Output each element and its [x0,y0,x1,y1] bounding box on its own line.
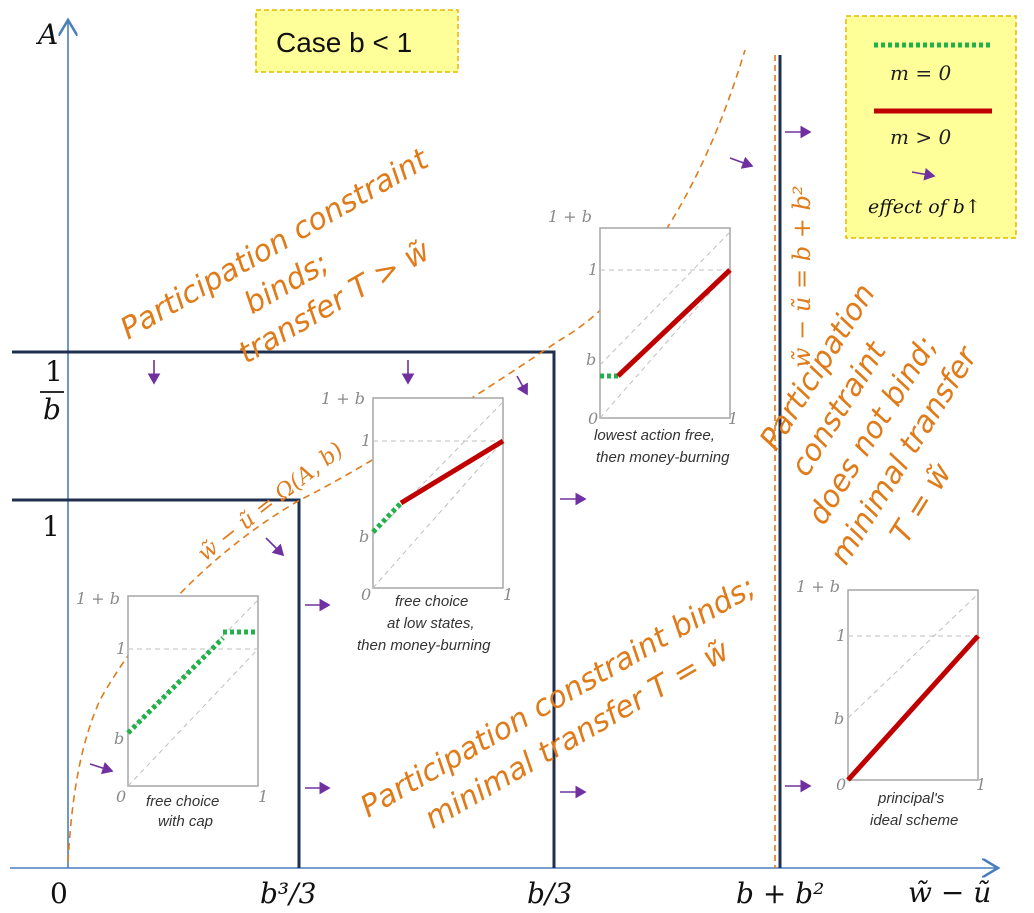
inset-tick-one: 1 [361,431,371,450]
region-text-right: Participation constraint does not bind; … [753,278,985,571]
inset-caption-line: free choice [395,593,468,610]
inset-tick-b: b [359,527,369,546]
inset-tick-b: b [586,350,596,369]
inset-frame [599,227,731,419]
inset-tick-x-one: 1 [258,787,268,806]
inset-caption-line: ideal scheme [870,812,958,829]
inset-free-choice-with-cap: 1 + b 1 b 0 1 free choice with cap [76,589,268,830]
case-label: Case b < 1 [276,27,412,58]
inset-frame [372,397,504,589]
inset-tick-zero: 0 [116,787,126,806]
inset-frame [847,589,979,781]
inset-green-segment [126,636,225,735]
region-boundary-outer [12,350,556,868]
y-tick-inv-b-denominator: b [43,393,61,426]
inset-tick-b: b [114,729,124,748]
legend-box [845,15,1017,239]
inset-tick-x-one: 1 [728,409,738,428]
x-axis-label: w̃ − ũ [908,876,991,909]
region-text-top-left: Participation constraint binds; transfer… [115,141,437,371]
inset-tick-zero: 0 [361,585,371,604]
legend-green-label: m = 0 [890,61,951,85]
inset-diagonal-lower [372,440,504,589]
region-text-bottom: Participation constraint binds; minimal … [355,570,762,837]
inset-frame [127,595,259,787]
inset-caption-line: then money-burning [357,637,491,654]
region-boundary-inner [12,498,301,868]
inset-principal-ideal-scheme: 1 + b 1 b 0 1 principal's ideal scheme [796,577,986,829]
effect-arrows [89,125,812,799]
inset-red-segment [846,634,980,782]
y-tick-one: 1 [42,510,60,543]
inset-diagonal-upper [847,593,979,719]
effect-arrow [516,375,528,396]
inset-tick-zero: 0 [588,409,598,428]
inset-tick-x-one: 1 [976,775,986,794]
inset-tick-top: 1 + b [321,389,365,408]
legend-red-label: m > 0 [890,125,951,149]
inset-caption-line: free choice [146,793,219,810]
y-axis-label: A [35,18,58,51]
inset-diagonal-upper [599,231,731,366]
effect-arrow [729,156,754,169]
inset-tick-one: 1 [116,639,126,658]
inset-caption-line: at low states, [387,615,475,632]
legend: m = 0 m > 0 effect of b↑ [845,15,1017,239]
inset-diagonal-lower [599,269,731,419]
effect-arrow [265,537,285,557]
vertical-line-label: w̃ − ũ = b + b² [788,186,816,368]
inset-tick-top: 1 + b [76,589,120,608]
inset-tick-one: 1 [588,260,598,279]
inset-caption-line: principal's [877,790,945,807]
inset-tick-x-one: 1 [503,585,513,604]
inset-caption-line: lowest action free, [594,427,715,444]
inset-lowest-action-free: 1 + b 1 b 0 1 lowest action free, then m… [548,207,738,466]
x-tick-zero: 0 [50,877,68,910]
inset-tick-one: 1 [836,626,846,645]
legend-arrow-label: effect of b↑ [868,196,981,218]
inset-caption-line: then money-burning [596,449,730,466]
inset-diagonal-lower [127,648,259,787]
inset-free-choice-low-states: 1 + b 1 b 0 1 free choice at low states,… [321,389,513,654]
curve-label: w̃ − ũ = Ω(A, b) [193,438,348,567]
case-box [255,9,459,73]
inset-tick-top: 1 + b [796,577,840,596]
inset-red-segment [616,268,732,378]
x-tick-b-plus-b2: b + b² [736,877,824,910]
inset-caption-line: with cap [158,813,213,830]
x-tick-b-over-3: b/3 [527,877,572,910]
inset-tick-zero: 0 [836,775,846,794]
inset-tick-b: b [834,709,844,728]
inset-red-segment [399,438,505,506]
x-tick-b3-over-3: b³/3 [260,877,316,910]
legend-arrow-swatch [911,167,936,181]
inset-tick-top: 1 + b [548,207,592,226]
y-tick-inv-b-numerator: 1 [45,355,63,388]
effect-arrow [89,761,114,775]
